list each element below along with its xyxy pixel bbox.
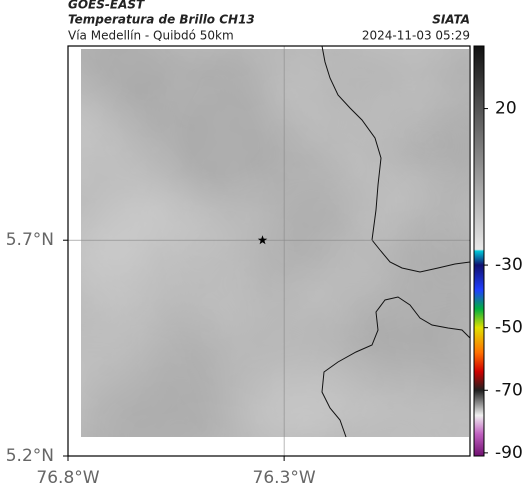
colorbar-tick-label: -70 bbox=[495, 380, 523, 400]
title: GOES-EAST bbox=[68, 0, 145, 12]
borders bbox=[321, 45, 471, 438]
x-tick-label: 76.3°W bbox=[253, 468, 316, 488]
border-line bbox=[321, 45, 471, 273]
map-frame bbox=[67, 45, 471, 457]
border-line bbox=[321, 296, 471, 438]
colorbar-tick-label: -50 bbox=[495, 318, 523, 338]
image-brightness bbox=[81, 49, 469, 437]
datetime: 2024-11-03 05:29 bbox=[362, 29, 470, 43]
y-tick-label: 5.2°N bbox=[6, 446, 54, 466]
x-tick-label: 76.8°W bbox=[36, 468, 99, 488]
colorbar-tick-label: -90 bbox=[495, 443, 523, 463]
satellite-image bbox=[81, 49, 469, 437]
colorbar-tick-label: -30 bbox=[495, 255, 523, 275]
colorbar-tick-label: 20 bbox=[495, 99, 517, 119]
source: SIATA bbox=[432, 13, 470, 27]
region: Vía Medellín - Quibdó 50km bbox=[68, 29, 234, 43]
location-marker bbox=[257, 235, 268, 245]
y-tick-label: 5.7°N bbox=[6, 230, 54, 250]
colorbar bbox=[473, 45, 485, 457]
subtitle: Temperatura de Brillo CH13 bbox=[68, 13, 255, 27]
